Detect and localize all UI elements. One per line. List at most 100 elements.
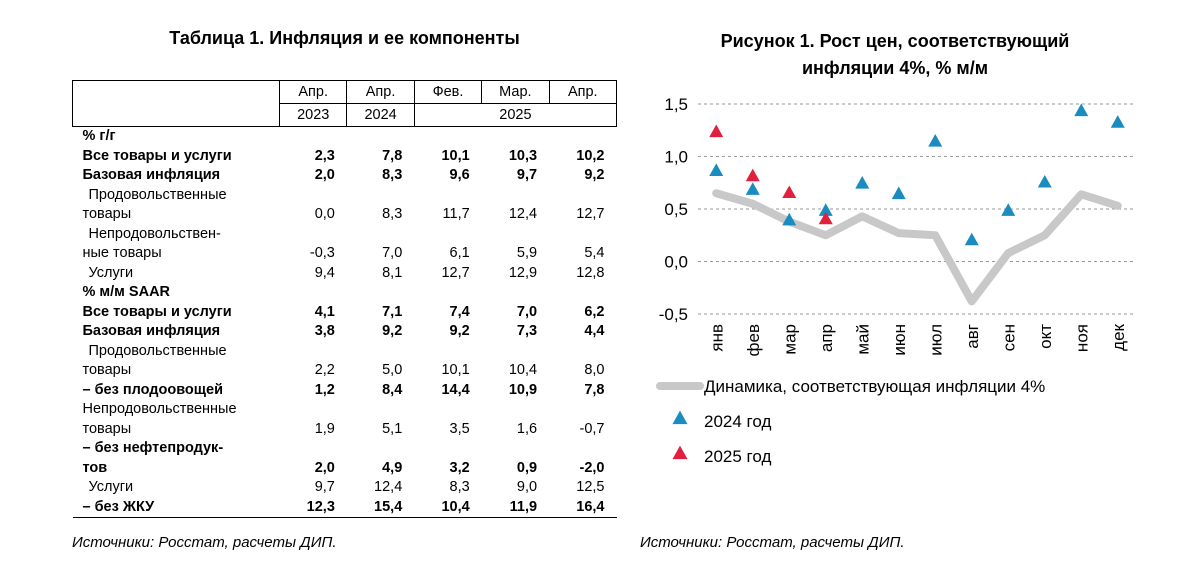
row-value [347,283,414,303]
row-value: 3,5 [449,420,470,437]
y-tick-label: 0,0 [664,253,688,272]
marker-2024 [964,232,979,246]
row-value [482,186,549,206]
row-value: -0,7 [579,420,605,437]
row-value: 12,9 [508,264,538,281]
marker-2025 [818,211,833,225]
row-value [549,186,616,206]
x-tick-label: мар [780,324,799,355]
row-value: 1,9 [314,420,335,437]
table-row: – без нефтепродук- [73,439,617,459]
row-value [414,439,481,459]
chart-title: Рисунок 1. Рост цен, соответствующий инф… [640,28,1150,82]
row-value [280,439,347,459]
row-value [280,283,347,303]
row-value: 8,3 [382,206,403,222]
table-row: Продовольственные [73,186,617,206]
marker-2024 [928,133,943,147]
row-value [549,283,616,303]
row-value [347,342,414,362]
row-value: 7,8 [382,147,403,164]
row-value: -2,0 [579,459,605,476]
header-year-2024: 2024 [346,103,415,127]
row-value: 5,0 [382,362,403,378]
row-value: 11,7 [442,206,470,222]
chart-source: Источники: Росстат, расчеты ДИП. [640,534,905,551]
row-value: 8,3 [382,167,403,183]
row-value: 9,7 [516,167,538,183]
row-value [414,342,481,362]
table-row: товары 2,2 5,0 10,1 10,4 8,0 [73,361,617,381]
row-value: 5,1 [382,420,403,437]
marker-2024 [891,186,906,200]
inflation-chart: 1,5 1,0 0,5 0,0 -0,5 янв фев мар апр май июн июл авг… [656,95,1136,466]
row-value: 4,1 [314,303,335,320]
header-month-1: Апр. [278,80,347,104]
row-label: Базовая инфляция [82,167,221,183]
row-value: 7,8 [584,381,605,398]
x-tick-label: дек [1109,323,1128,350]
row-value: 1,6 [516,420,538,437]
row-value: 7,3 [516,323,538,339]
row-value [280,400,347,420]
marker-2024 [745,182,760,195]
row-value: 12,4 [374,479,403,495]
row-value [549,342,616,362]
marker-2024 [818,203,833,216]
row-value [347,127,414,147]
row-value: 8,0 [584,362,605,378]
row-value: 12,3 [279,497,347,518]
table-row: Непродовольствен- [73,225,617,245]
row-value: 12,7 [576,206,605,222]
table-row: – без плодоовощей 1,2 8,4 14,4 10,9 7,8 [73,381,617,401]
row-value [482,400,549,420]
row-value: 6,2 [584,303,605,320]
legend-label: 2025 год [704,447,771,466]
row-label: Продовольственные [88,342,227,359]
row-label: % м/м SAAR [82,284,171,300]
row-value: 2,0 [314,167,335,183]
chart-title-line-1: Рисунок 1. Рост цен, соответствующий [720,31,1070,51]
row-value: 7,0 [516,303,538,320]
row-label: Все товары и услуги [82,147,232,164]
table-row: % м/м SAAR [73,283,617,303]
x-tick-label: сен [999,324,1018,351]
table-row: товары 1,9 5,1 3,5 1,6 -0,7 [73,420,617,440]
row-value: 3,2 [449,459,470,476]
row-value: 10,9 [508,381,538,398]
row-value: 9,0 [516,479,538,495]
table-row: тов 2,0 4,9 3,2 0,9 -2,0 [73,459,617,479]
row-value: 2,3 [314,147,335,164]
row-value: 14,4 [441,381,470,398]
header-label-cell [72,80,280,104]
row-value [414,400,481,420]
row-value: 2,2 [314,362,335,378]
header-month-2: Апр. [346,80,415,104]
table-row: Услуги 9,4 8,1 12,7 12,9 12,8 [73,264,617,284]
row-value: 10,2 [576,147,605,164]
x-tick-label: июн [890,324,909,356]
row-value: 8,4 [382,381,403,398]
table-row: % г/г [73,127,617,147]
row-value: 10,1 [441,362,470,378]
row-value: 7,4 [449,303,470,320]
row-value: 8,3 [449,479,470,495]
row-label: Услуги [88,264,134,281]
row-value: 12,4 [508,206,538,222]
marker-2024 [1037,174,1052,188]
row-value: 4,9 [382,459,403,476]
x-tick-label: ноя [1072,324,1091,352]
table-row: Базовая инфляция 3,8 9,2 9,2 7,3 4,4 [73,322,617,342]
row-label: товары [82,206,132,222]
row-value: 12,5 [576,479,605,495]
row-value [347,400,414,420]
row-value: 9,7 [314,479,335,495]
row-value [482,127,549,147]
marker-2024 [782,212,797,226]
legend-marker-swatch [672,410,688,425]
chart-title-line-2: инфляции 4%, % м/м [801,58,989,78]
row-value [414,283,481,303]
table-row: ные товары -0,3 7,0 6,1 5,9 5,4 [73,244,617,264]
row-value: 1,2 [314,381,335,398]
table-row: Базовая инфляция 2,0 8,3 9,6 9,7 9,2 [73,166,617,186]
